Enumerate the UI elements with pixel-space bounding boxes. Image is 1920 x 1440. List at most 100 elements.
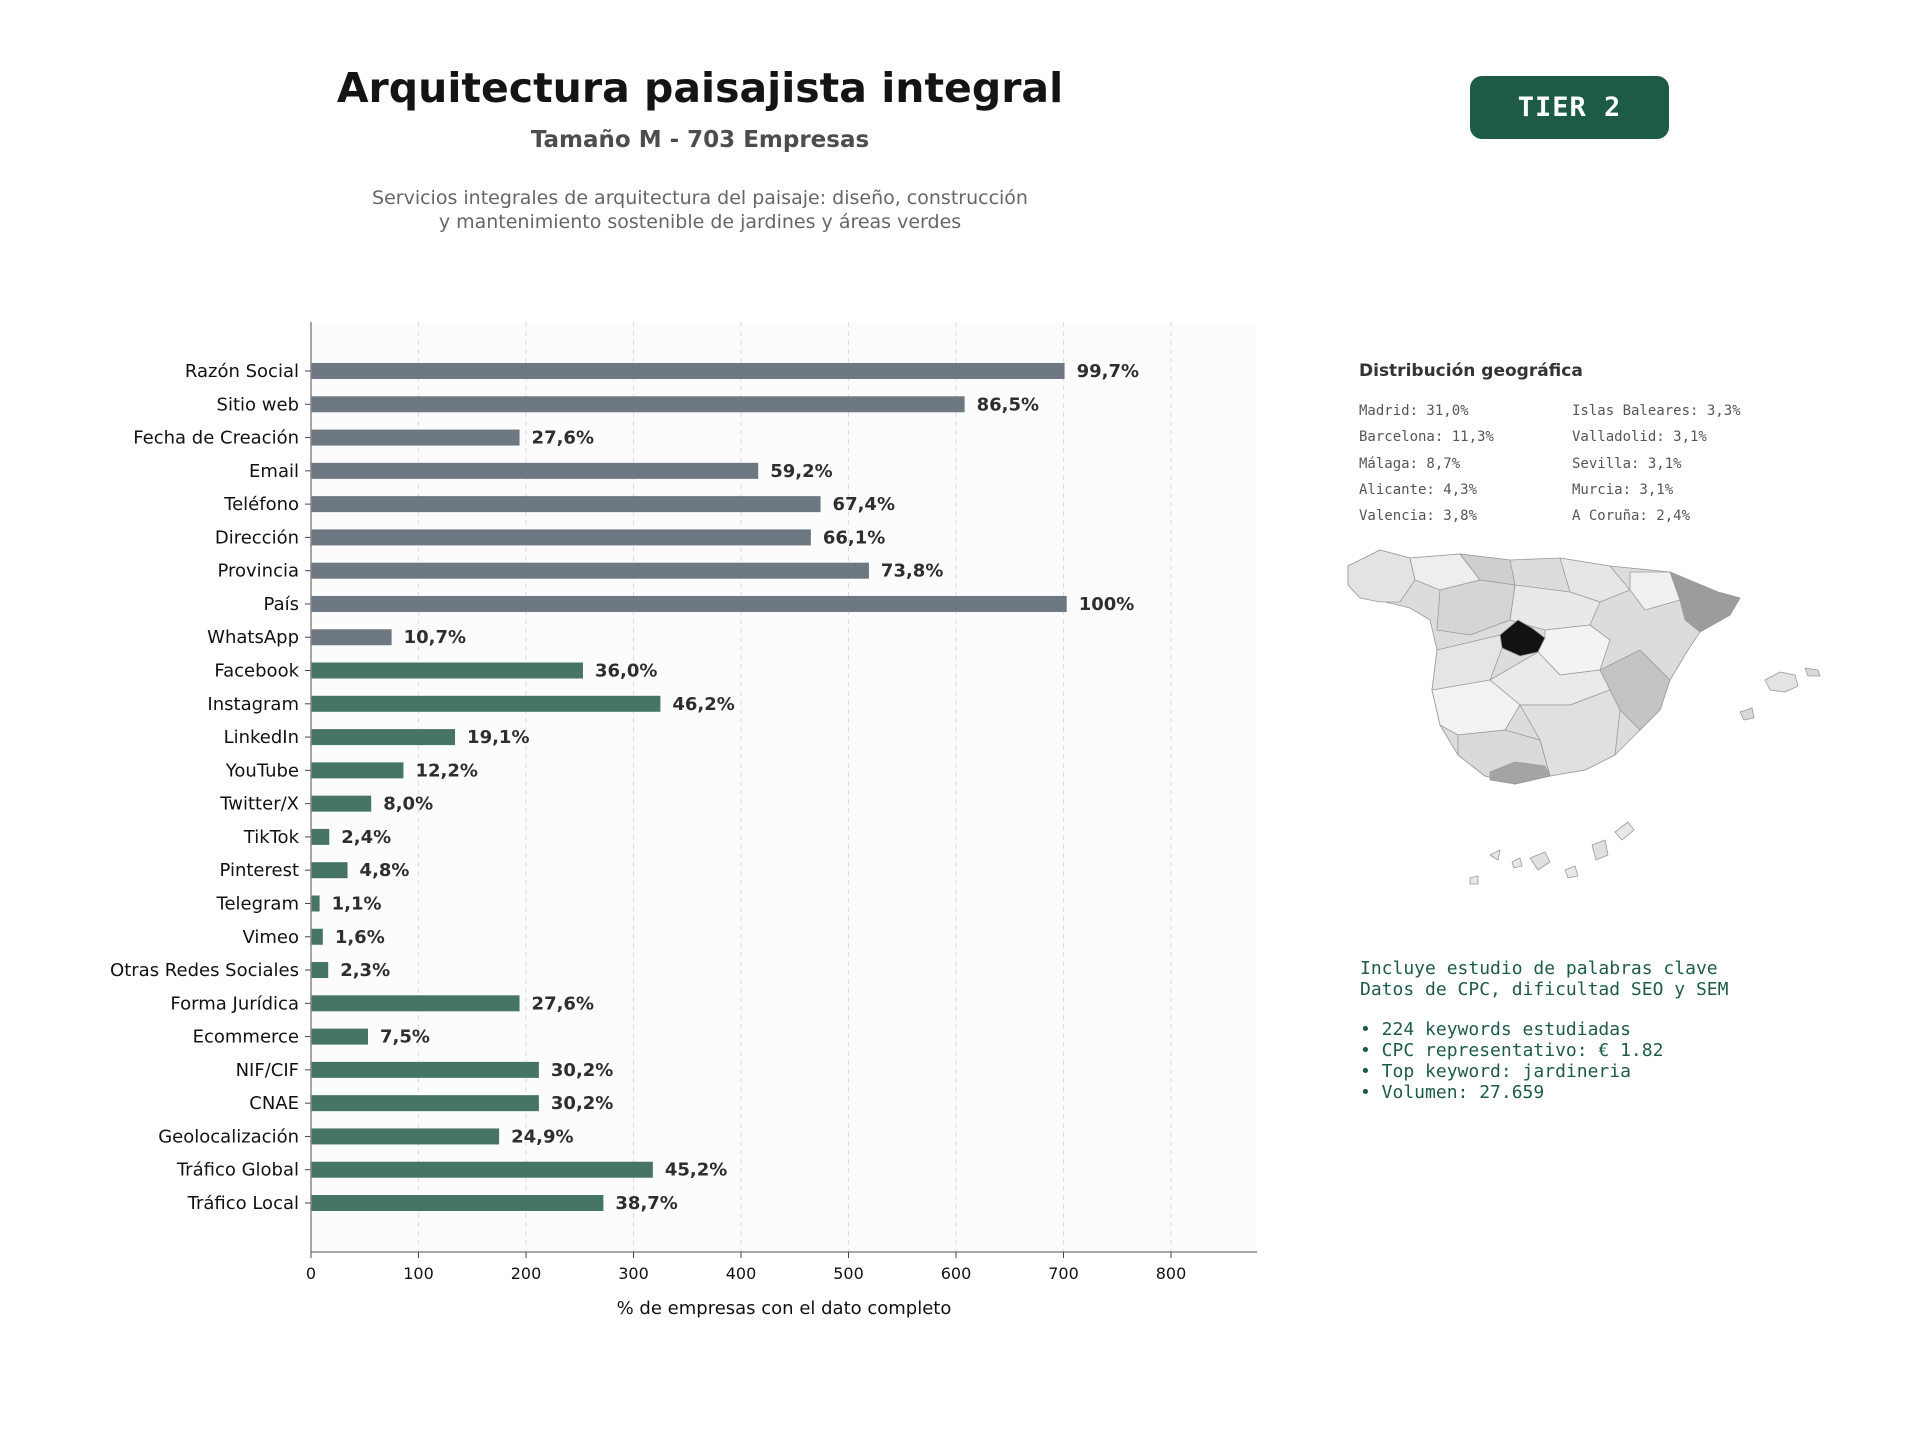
bar (311, 928, 323, 945)
category-label: NIF/CIF (236, 1060, 299, 1081)
category-label: WhatsApp (207, 627, 299, 648)
category-label: Teléfono (223, 494, 299, 515)
geo-entry: A Coruña: 2,4% (1572, 508, 1691, 525)
geo-list-left: Madrid: 31,0% Barcelona: 11,3% Málaga: 8… (1359, 398, 1494, 529)
category-label: Ecommerce (193, 1027, 299, 1048)
category-label: Pinterest (219, 860, 299, 881)
bar (311, 1195, 604, 1211)
keyword-bullet: • Volumen: 27.659 (1360, 1082, 1545, 1103)
map-canary-4 (1564, 865, 1579, 879)
x-tick-label: 700 (1048, 1264, 1079, 1283)
category-label: Twitter/X (219, 794, 299, 815)
keywords-line-1: Incluye estudio de palabras clave (1360, 958, 1718, 979)
bar (311, 1128, 500, 1145)
category-label: Fecha de Creación (133, 428, 299, 449)
bar (311, 1095, 539, 1112)
map-canary-2 (1511, 857, 1523, 869)
map-balearic-3 (1739, 707, 1755, 721)
geo-entry: Alicante: 4,3% (1359, 481, 1478, 498)
value-label: 66,1% (823, 527, 885, 548)
value-label: 100% (1079, 594, 1135, 615)
x-tick-label: 300 (618, 1264, 649, 1283)
keywords-bullets: • 224 keywords estudiadas • CPC represen… (1360, 1019, 1728, 1103)
geo-entry: Barcelona: 11,3% (1359, 429, 1494, 446)
map-canary-5 (1591, 839, 1609, 861)
geo-title: Distribución geográfica (1359, 361, 1583, 381)
bar (311, 396, 965, 413)
value-label: 67,4% (833, 494, 895, 515)
category-label: TikTok (243, 827, 300, 848)
bar (311, 1028, 368, 1045)
bar (311, 595, 1067, 612)
value-label: 24,9% (511, 1126, 573, 1147)
bar (311, 762, 404, 779)
geo-entry: Madrid: 31,0% (1359, 403, 1469, 419)
map-region (1559, 557, 1631, 603)
value-label: 1,1% (332, 893, 382, 914)
category-label: Telegram (216, 893, 299, 914)
map-balearic-2 (1804, 667, 1821, 677)
map-canary-7 (1469, 875, 1479, 885)
geo-entry: Murcia: 3,1% (1572, 481, 1674, 498)
value-label: 36,0% (595, 661, 657, 682)
map-region (1629, 571, 1681, 611)
map-balearic-1 (1764, 671, 1799, 693)
bar (311, 529, 811, 546)
x-tick-label: 800 (1156, 1264, 1187, 1283)
map-region (1347, 549, 1416, 603)
bar (311, 363, 1065, 379)
category-label: Dirección (215, 527, 299, 548)
category-label: Vimeo (242, 927, 299, 948)
value-label: 46,2% (672, 694, 734, 715)
tier-badge: TIER 2 (1470, 76, 1669, 139)
spain-map (1347, 549, 1821, 885)
category-label: Sitio web (217, 394, 299, 415)
value-label: 7,5% (380, 1027, 430, 1048)
value-label: 99,7% (1077, 361, 1139, 382)
category-label: Forma Jurídica (170, 993, 299, 1014)
value-label: 1,6% (335, 927, 385, 948)
map-region (1436, 579, 1516, 636)
x-axis-label: % de empresas con el dato completo (617, 1298, 952, 1319)
value-label: 45,2% (665, 1160, 727, 1181)
category-label: Otras Redes Sociales (110, 960, 299, 981)
category-label: País (264, 594, 299, 615)
x-tick-label: 100 (403, 1264, 434, 1283)
chart-title: Arquitectura paisajista integral (336, 64, 1064, 112)
category-label: Tráfico Global (176, 1160, 299, 1181)
category-label: Tráfico Local (187, 1193, 299, 1214)
bar (311, 629, 392, 646)
map-malaga (1489, 761, 1551, 785)
value-label: 19,1% (467, 727, 529, 748)
bar (311, 1161, 653, 1178)
category-label: CNAE (249, 1093, 299, 1114)
value-label: 30,2% (551, 1060, 613, 1081)
description: Servicios integrales de arquitectura del… (200, 186, 1200, 234)
geo-entry: Islas Baleares: 3,3% (1572, 403, 1741, 419)
geo-entry: Valencia: 3,8% (1359, 508, 1478, 525)
keywords-box: Incluye estudio de palabras clave Datos … (1360, 958, 1728, 1103)
x-tick-label: 400 (726, 1264, 757, 1283)
x-tick-label: 600 (941, 1264, 972, 1283)
value-label: 10,7% (404, 627, 466, 648)
x-tick-label: 0 (306, 1264, 316, 1283)
keywords-line-2: Datos de CPC, dificultad SEO y SEM (1360, 979, 1729, 1000)
bar (311, 895, 320, 912)
category-label: Instagram (207, 694, 299, 715)
value-label: 59,2% (770, 461, 832, 482)
bar (311, 462, 759, 479)
bar (311, 662, 583, 679)
value-label: 73,8% (881, 561, 943, 582)
value-label: 38,7% (615, 1193, 677, 1214)
bar (311, 562, 869, 579)
x-tick-label: 200 (511, 1264, 542, 1283)
keyword-bullet: • CPC representativo: € 1.82 (1360, 1040, 1664, 1061)
keyword-bullet: • 224 keywords estudiadas (1360, 1019, 1631, 1040)
value-label: 27,6% (532, 428, 594, 449)
bar (311, 962, 329, 979)
value-label: 12,2% (415, 760, 477, 781)
geo-list-right: Islas Baleares: 3,3% Valladolid: 3,1% Se… (1572, 398, 1741, 529)
geo-entry: Valladolid: 3,1% (1572, 429, 1707, 446)
value-label: 4,8% (360, 860, 410, 881)
value-label: 30,2% (551, 1093, 613, 1114)
